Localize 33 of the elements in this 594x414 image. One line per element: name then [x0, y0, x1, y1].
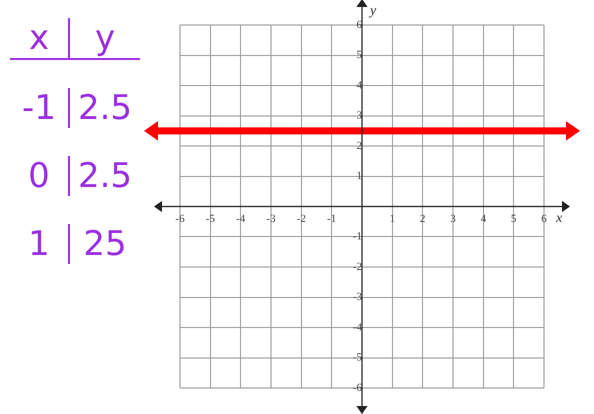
y-tick-label: -2: [352, 260, 362, 273]
x-axis-title: x: [555, 211, 563, 226]
text: x: [10, 18, 70, 60]
y-tick-label: 6: [356, 18, 362, 31]
text: -1: [10, 88, 70, 128]
y-tick-label: 3: [356, 110, 362, 122]
x-tick-label: 3: [450, 212, 456, 225]
text: 2.5: [76, 88, 134, 128]
y-tick-label: -3: [352, 291, 362, 304]
y-tick-label: 4: [356, 79, 362, 92]
text: 2.5: [76, 156, 134, 196]
y-tick-label: -6: [352, 382, 362, 394]
x-tick-label: 5: [510, 212, 517, 225]
text: 0: [10, 156, 70, 196]
x-tick-label: -2: [296, 212, 306, 225]
x-tick-label: -6: [175, 212, 186, 225]
x-tick-label: -1: [327, 212, 336, 225]
y-tick-label: -5: [352, 352, 362, 364]
x-tick-label: 2: [420, 212, 426, 225]
text: 25: [82, 224, 128, 264]
y-tick-label: 1: [356, 170, 362, 182]
x-tick-label: -5: [206, 212, 216, 225]
text: y: [70, 18, 140, 60]
x-tick-label: 4: [480, 212, 487, 225]
x-tick-label: 6: [541, 212, 548, 225]
x-tick-label: -4: [236, 212, 246, 225]
y-tick-label: 2: [356, 140, 362, 152]
x-tick-label: 1: [390, 212, 396, 225]
y-axis-title: y: [368, 4, 377, 19]
y-tick-label: -4: [352, 321, 362, 334]
y-tick-label: 5: [356, 49, 362, 62]
y-tick-label: -1: [352, 230, 362, 243]
x-tick-label: -3: [266, 212, 276, 225]
